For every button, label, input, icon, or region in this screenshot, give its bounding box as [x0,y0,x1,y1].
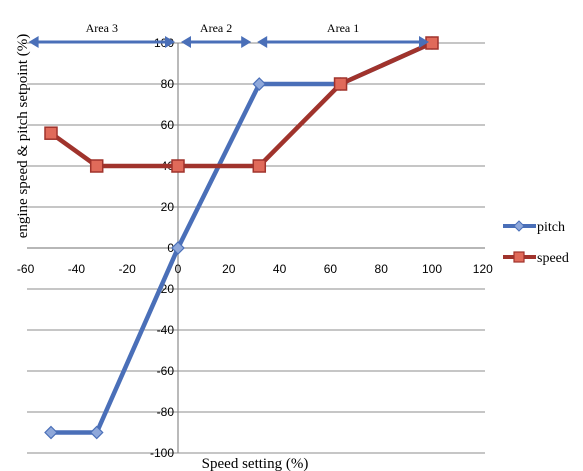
legend-marker [513,251,525,263]
x-tick-label: 0 [175,262,182,276]
pitch-point [252,77,267,91]
y-tick-label: -100 [150,446,174,460]
y-tick-label: -80 [157,405,175,419]
speed-point [44,126,58,140]
speed-point [89,159,104,173]
series [44,36,439,440]
speed-point [252,159,267,173]
pitch-point [89,425,104,440]
area-annotations: Area 3 Area 2 Area 1 [28,21,429,48]
x-tick-label: -60 [17,262,35,276]
x-tick-label: -20 [119,262,137,276]
area-label: Area 2 [200,21,232,35]
y-axis-title: engine speed & pitch setpoint (%) [15,34,31,239]
area-arrow-head-right [165,36,175,48]
speed-point [171,159,185,173]
area-arrow-head-left [28,36,39,48]
area-label: Area 3 [86,21,118,35]
x-axis-title: Speed setting (%) [202,456,309,471]
area-arrow-head-left [257,36,268,48]
speed-point [425,36,439,50]
speed-line [49,40,433,169]
x-tick-label: -40 [68,262,86,276]
y-tick-label: 20 [161,200,175,214]
x-tick-label: 20 [222,262,236,276]
x-tick-label: 120 [473,262,493,276]
area-arrow-head-left [181,36,191,48]
area-arrow-head-right [241,36,252,48]
legend-label: pitch [537,220,565,235]
area-arrow-head-right [419,36,429,48]
axes [27,43,485,453]
legend: pitch speed [503,220,569,266]
y-tick-label: -40 [157,323,175,337]
y-tick-label: -60 [157,364,175,378]
x-tick-label: 100 [422,262,442,276]
x-tick-label: 60 [324,262,338,276]
area-label: Area 1 [327,21,359,35]
pitch-point [44,425,58,440]
y-tick-label: 60 [161,118,175,132]
pitch-point [171,241,185,255]
y-tick-label: 80 [161,77,175,91]
y-tick-label: 0 [167,241,174,255]
tick-labels: 100806040200-20-40-60-80-100-60-40-20020… [17,36,493,460]
speed-point [333,77,348,91]
x-tick-label: 40 [273,262,287,276]
x-tick-label: 80 [375,262,389,276]
legend-label: speed [537,251,569,266]
pitch-line [51,40,433,435]
legend-marker [513,220,525,232]
